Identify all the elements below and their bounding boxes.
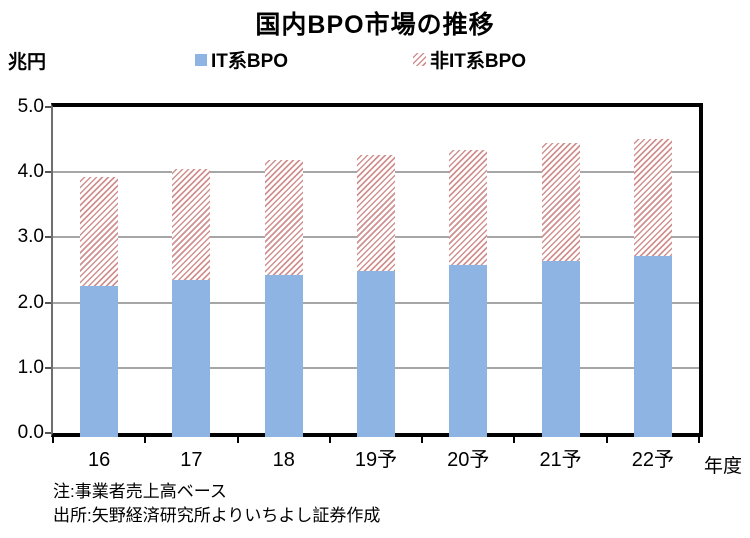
bar-segment-nonit-bpo xyxy=(541,142,580,261)
y-axis-tick-label: 5.0 xyxy=(17,96,44,117)
x-axis-tick xyxy=(513,437,516,443)
legend: IT系BPO 非IT系BPO xyxy=(0,46,750,73)
x-axis-category-label: 19予 xyxy=(354,449,398,471)
y-axis-tick xyxy=(45,106,51,108)
bar-segment-nonit-bpo xyxy=(633,138,672,257)
y-axis-tick-label: 4.0 xyxy=(17,161,44,183)
bar-segment-it-bpo xyxy=(80,285,119,437)
bar-segment-it-bpo xyxy=(264,275,303,437)
plot-area xyxy=(51,103,703,437)
legend-label-nonit-bpo: 非IT系BPO xyxy=(430,51,527,72)
bar-segment-it-bpo xyxy=(541,260,580,437)
y-axis-tick-label: 1.0 xyxy=(17,356,44,378)
x-axis-tick xyxy=(698,437,700,443)
bar-segment-nonit-bpo xyxy=(264,160,303,276)
y-axis-tick-label: 0.0 xyxy=(17,422,44,443)
source-text: 出所:矢野経済研究所よりいちよし証券作成 xyxy=(53,506,381,525)
x-axis-tick xyxy=(52,437,54,443)
y-axis-tick xyxy=(45,432,51,434)
legend-swatch-hatch-icon xyxy=(413,53,426,66)
y-axis-tick-label: 3.0 xyxy=(17,226,44,248)
bar-segment-nonit-bpo xyxy=(357,155,395,272)
y-axis-tick xyxy=(45,301,51,304)
bar-segment-it-bpo xyxy=(633,256,672,437)
bar-segment-it-bpo xyxy=(172,279,211,437)
note-text: 注:事業者売上高ベース xyxy=(53,482,227,501)
x-axis-tick xyxy=(421,437,424,443)
bar-segment-it-bpo xyxy=(449,265,488,437)
y-axis-tick xyxy=(45,366,51,369)
x-axis-tick xyxy=(328,437,331,443)
x-axis-tick xyxy=(144,437,147,443)
legend-item-nonit-bpo: 非IT系BPO xyxy=(413,46,526,73)
x-axis-category-label: 20予 xyxy=(447,449,490,471)
y-axis-tick-label: 2.0 xyxy=(17,291,44,313)
x-axis-unit-label: 年度 xyxy=(704,456,743,477)
y-axis-tick xyxy=(45,236,51,239)
x-axis-category-label: 18 xyxy=(272,449,295,471)
bar-segment-it-bpo xyxy=(357,271,395,437)
legend-swatch-solid-icon xyxy=(195,53,207,66)
y-axis-tick xyxy=(45,171,51,174)
x-axis-category-label: 21予 xyxy=(539,449,582,471)
chart-title: 国内BPO市場の推移 xyxy=(255,11,495,39)
bar-segment-nonit-bpo xyxy=(80,176,119,286)
legend-item-it-bpo: IT系BPO xyxy=(195,46,288,73)
x-axis-category-label: 17 xyxy=(180,449,203,471)
bar-segment-nonit-bpo xyxy=(449,150,488,266)
x-axis-tick xyxy=(605,437,608,443)
x-axis-category-label: 16 xyxy=(88,449,111,471)
x-axis-category-label: 22予 xyxy=(631,449,674,471)
bar-segment-nonit-bpo xyxy=(172,168,211,280)
x-axis-tick xyxy=(236,437,239,443)
y-axis-unit-label: 兆円 xyxy=(8,52,47,73)
legend-label-it-bpo: IT系BPO xyxy=(211,51,289,72)
